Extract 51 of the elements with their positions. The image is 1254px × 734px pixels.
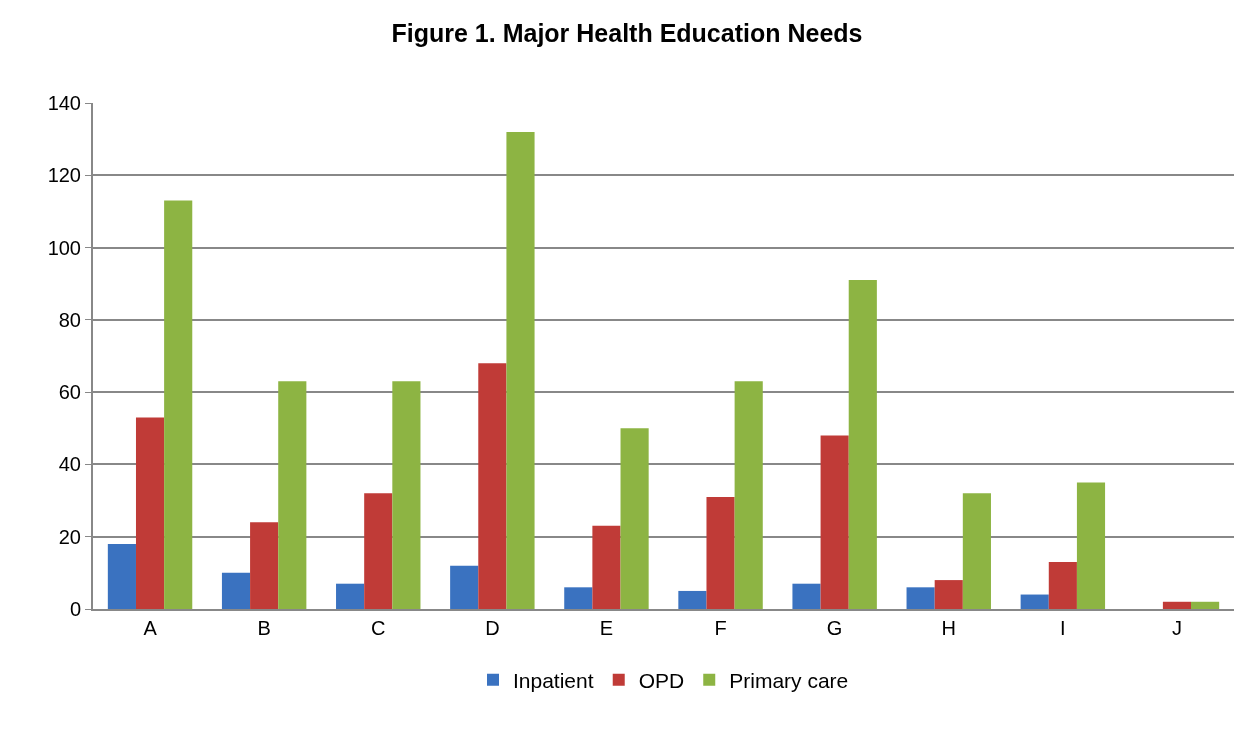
bar (1048, 562, 1077, 609)
bar (1162, 601, 1192, 609)
x-tick-label: A (143, 617, 158, 639)
x-tick-label: J (1171, 617, 1182, 639)
bar (820, 435, 849, 609)
bar (478, 363, 507, 609)
bar (506, 131, 535, 609)
legend-label: Inpatient (513, 668, 594, 692)
y-tick-label: 20 (58, 525, 81, 548)
bar (564, 587, 593, 609)
bar (364, 493, 393, 609)
x-tick-label: F (714, 617, 727, 639)
bar (734, 381, 763, 609)
bar (678, 590, 707, 609)
legend-label: OPD (638, 668, 685, 692)
y-tick-label: 40 (58, 453, 81, 476)
bar (221, 572, 251, 609)
bar (620, 428, 649, 609)
bar (107, 543, 136, 609)
bar (1191, 601, 1220, 609)
legend-label: Primary care (729, 668, 849, 692)
bar (135, 417, 165, 609)
bar (164, 200, 193, 609)
bar (848, 280, 877, 609)
x-tick-label: D (485, 617, 500, 639)
bar (792, 583, 821, 609)
x-tick-label: G (826, 617, 843, 639)
y-tick-label: 0 (69, 598, 81, 620)
bar (250, 522, 279, 609)
y-tick-label: 80 (58, 308, 81, 331)
x-tick-label: B (257, 617, 271, 639)
bar (906, 587, 935, 609)
y-tick-label: 100 (47, 236, 81, 259)
y-tick-label: 120 (47, 164, 81, 187)
y-tick-label: 140 (47, 92, 81, 114)
y-tick-label: 60 (58, 381, 81, 404)
x-tick-label: I (1060, 617, 1066, 639)
bar (934, 580, 963, 609)
bar (592, 525, 621, 609)
chart-title: Figure 1. Major Health Education Needs (391, 18, 863, 47)
bar (278, 381, 307, 609)
bar (450, 565, 479, 609)
bar (1076, 482, 1106, 609)
x-tick-label: C (371, 617, 386, 639)
bar (336, 583, 365, 609)
bar (706, 496, 735, 609)
bar (392, 381, 421, 609)
bar (962, 493, 991, 609)
x-tick-label: E (599, 617, 614, 639)
bar (1020, 594, 1049, 609)
x-tick-label: H (941, 617, 956, 639)
